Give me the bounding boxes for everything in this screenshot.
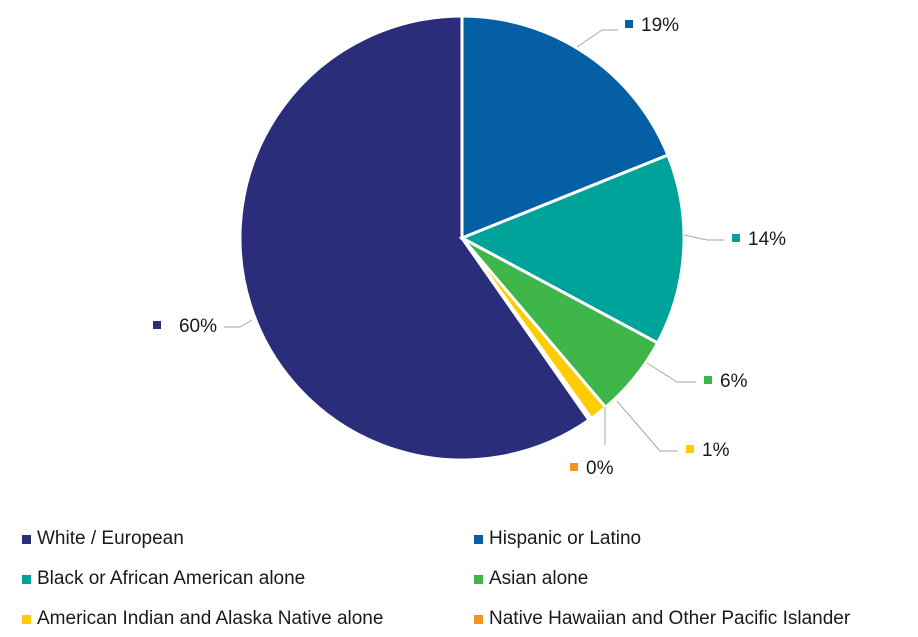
legend-item-asian: Asian alone [474,568,588,590]
data-label-1: 19% [625,15,679,36]
data-label-text: 6% [720,371,748,392]
data-label-text: 0% [586,458,614,479]
pie-slices [238,14,686,462]
legend-item-white-european: White / European [22,528,184,550]
legend-item-american-indian-alaska-native: American Indian and Alaska Native alone [22,608,383,630]
data-label-marker [625,20,633,28]
leader-line-1 [576,29,618,48]
leader-line-2 [683,234,724,241]
pie-slice-2 [458,153,686,345]
legend-swatch [22,614,31,624]
legend-swatch [22,574,31,584]
pie-slice-5 [460,237,594,423]
legend-label: American Indian and Alaska Native alone [37,608,384,629]
legend-swatch [22,534,31,544]
pie-slice-0 [238,14,592,462]
legend-item-native-hawaiian-pacific-islander: Native Hawaiian and Other Pacific Island… [474,608,850,630]
data-label-marker [704,376,712,384]
data-label-5: 0% [570,458,614,479]
data-label-marker [686,445,694,453]
leader-line-3 [646,362,696,383]
leader-lines [224,29,724,452]
legend-item-hispanic-latino: Hispanic or Latino [474,528,641,550]
leader-line-4 [616,400,678,452]
legend-swatch [474,534,483,544]
data-label-marker [732,234,740,242]
legend-label: Black or African American alone [37,568,306,589]
data-label-text: 14% [748,229,786,250]
data-label-text: 19% [641,15,679,36]
data-label-marker [153,321,161,329]
legend-label: Native Hawaiian and Other Pacific Island… [489,608,851,629]
pie-slice-1 [460,14,670,241]
legend-label: White / European [37,528,184,549]
data-labels: 60% 19% 14% 6% 1% 0% [153,15,786,479]
data-label-text: 60% [179,316,217,337]
data-label-0: 60% [153,316,217,337]
data-label-text: 1% [702,440,730,461]
legend-label: Asian alone [489,568,589,589]
legend-swatch [474,614,483,624]
data-label-marker [570,463,578,471]
data-label-4: 1% [686,440,730,461]
leader-line-0 [224,319,253,328]
data-label-3: 6% [704,371,748,392]
legend-item-black-african-american: Black or African American alone [22,568,305,590]
data-label-2: 14% [732,229,786,250]
legend-label: Hispanic or Latino [489,528,642,549]
legend-swatch [474,574,483,584]
